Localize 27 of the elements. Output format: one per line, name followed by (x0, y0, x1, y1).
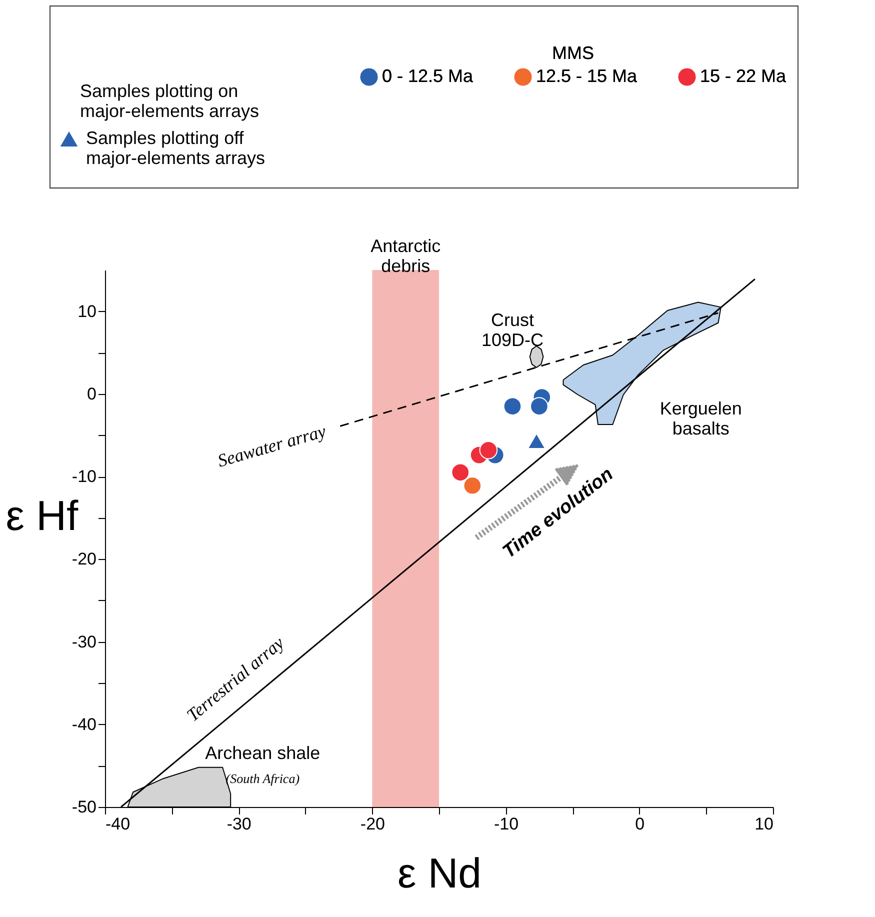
legend-label: 0 - 12.5 Ma (382, 66, 474, 86)
text: Samples plotting on major-elements arrays (80, 81, 260, 121)
text: Seawater array (215, 420, 328, 471)
legend-label: 12.5 - 15 Ma (536, 66, 638, 86)
legend-label: 15 - 22 Ma (700, 66, 788, 86)
legend-label: Samples plotting off major-elements arrays (86, 128, 266, 168)
band-label: Antarctic debris (370, 236, 441, 276)
y-tick-label: -40 (72, 714, 96, 734)
y-tick-label: -10 (72, 467, 96, 486)
x-tick-label: -10 (494, 814, 519, 834)
x-axis-title: ε Nd (397, 850, 482, 896)
series-label: Kerguelen basalts (660, 398, 742, 439)
x-tick-label: 0 (635, 814, 645, 834)
y-tick-label: 0 (87, 384, 96, 404)
y-tick-label: 10 (78, 302, 96, 321)
x-tick-label: -30 (226, 814, 252, 834)
series-label: Archean shale (205, 743, 320, 764)
y-tick-label: -20 (72, 550, 96, 569)
series-label: Crust 109D-C (481, 310, 544, 350)
y-axis-title: ε Hf (6, 492, 78, 539)
x-tick-label: -40 (106, 814, 130, 834)
annotation: (South Africa) (226, 770, 300, 786)
y-tick-label: -50 (72, 798, 96, 816)
legend-title: MMS (552, 43, 594, 63)
x-tick-label: 10 (754, 814, 774, 834)
y-tick-label: -30 (72, 632, 96, 652)
x-tick-label: -20 (360, 814, 385, 834)
